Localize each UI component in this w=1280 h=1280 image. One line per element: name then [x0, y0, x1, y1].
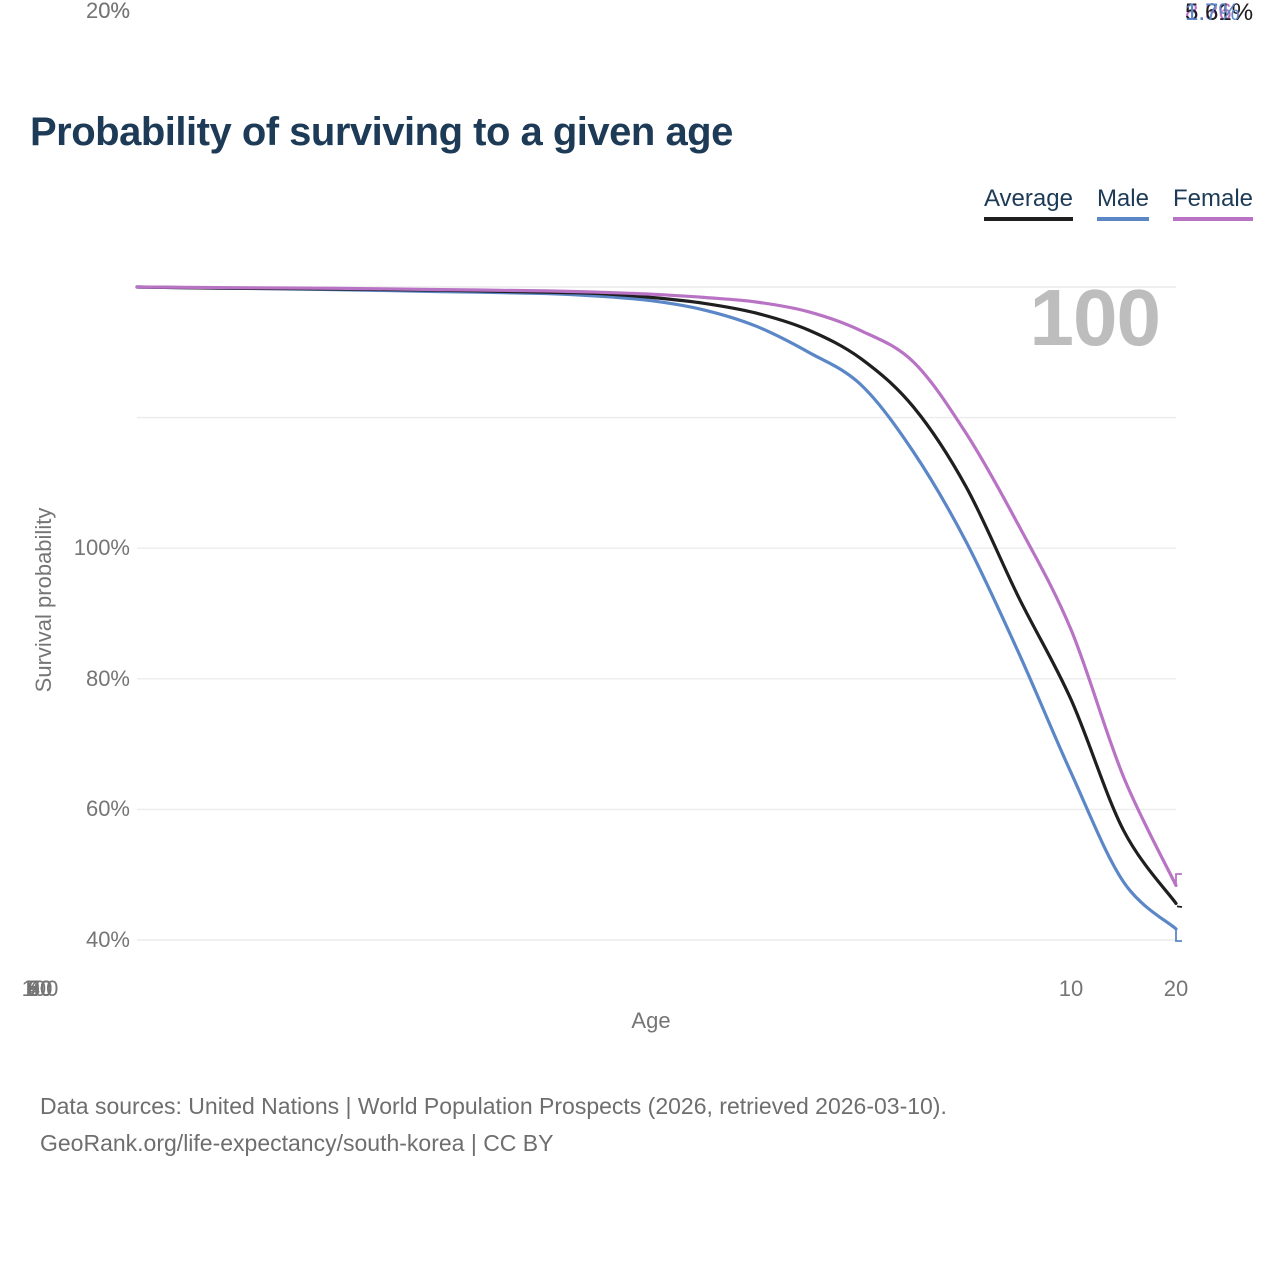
- x-tick: 10: [1058, 976, 1084, 1001]
- legend: Average Male Female: [983, 185, 1253, 222]
- age-counter-watermark: 100: [1029, 273, 1161, 362]
- end-label-male: 1.7%: [1185, 0, 1240, 26]
- series-line-male: [135, 285, 1178, 931]
- y-axis-title: Survival probability: [31, 507, 56, 693]
- y-tick: 100%: [73, 535, 130, 560]
- x-tick: 100: [21, 976, 59, 1001]
- y-tick: 0%: [98, 0, 130, 23]
- series-line-female: [135, 285, 1178, 887]
- series-line-average: [135, 285, 1178, 905]
- x-tick: 90: [27, 976, 53, 1001]
- x-tick: 70: [27, 976, 53, 1001]
- data-source-attribution: Data sources: United Nations | World Pop…: [40, 1088, 947, 1162]
- legend-item-male[interactable]: Male: [1096, 185, 1149, 222]
- end-connector-female: [1175, 873, 1182, 886]
- x-tick: 40: [27, 976, 53, 1001]
- x-axis-title: Age: [631, 1008, 671, 1033]
- y-tick: 20%: [85, 0, 130, 23]
- y-tick: 40%: [85, 927, 130, 952]
- x-tick: 20: [1163, 976, 1189, 1001]
- end-connector-male: [1175, 928, 1182, 942]
- legend-item-average[interactable]: Average: [983, 185, 1073, 222]
- x-tick: 30: [27, 976, 53, 1001]
- x-tick: 60: [27, 976, 53, 1001]
- end-connector-average: [1176, 905, 1183, 908]
- end-label-female: 8.36%: [1185, 0, 1254, 26]
- y-tick: 80%: [85, 666, 130, 691]
- x-tick: 50: [27, 976, 53, 1001]
- legend-item-female[interactable]: Female: [1172, 185, 1253, 222]
- license-line: GeoRank.org/life-expectancy/south-korea …: [40, 1130, 554, 1156]
- page-title: Probability of surviving to a given age: [30, 110, 733, 154]
- x-tick: 80: [27, 976, 53, 1001]
- end-label-average: 5.61%: [1185, 0, 1254, 26]
- y-tick: 60%: [85, 796, 130, 821]
- source-line: Data sources: United Nations | World Pop…: [40, 1093, 947, 1119]
